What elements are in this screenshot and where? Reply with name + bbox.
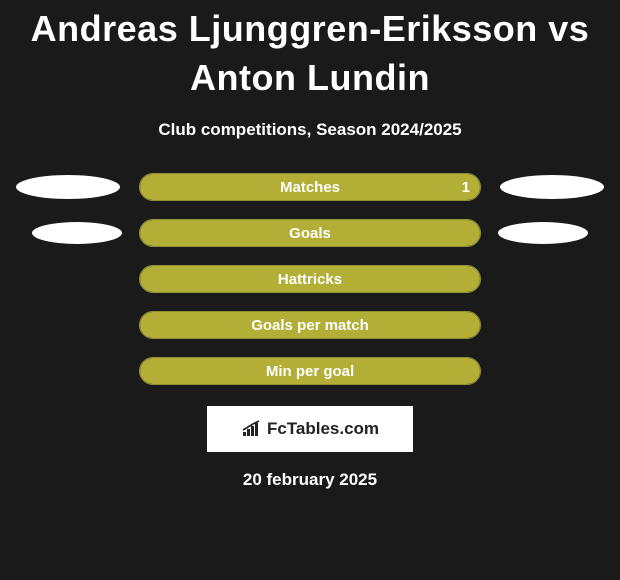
stat-row-matches: Matches 1 bbox=[10, 170, 610, 204]
bar-label: Goals bbox=[289, 225, 331, 242]
page-title: Andreas Ljunggren-Eriksson vs Anton Lund… bbox=[0, 5, 620, 102]
chart-icon bbox=[241, 420, 263, 438]
stat-row-goals-per-match: Goals per match bbox=[10, 308, 610, 342]
bar-value-right: 1 bbox=[462, 179, 470, 196]
bar-label: Matches bbox=[280, 179, 340, 196]
stat-row-hattricks: Hattricks bbox=[10, 262, 610, 296]
bar-label: Min per goal bbox=[266, 363, 354, 380]
stat-row-min-per-goal: Min per goal bbox=[10, 354, 610, 388]
comparison-card: Andreas Ljunggren-Eriksson vs Anton Lund… bbox=[0, 0, 620, 490]
logo-box: FcTables.com bbox=[207, 406, 413, 452]
logo-text: FcTables.com bbox=[267, 419, 379, 439]
bar-hattricks: Hattricks bbox=[139, 265, 481, 293]
stats-list: Matches 1 Goals Hattricks Goals per matc… bbox=[0, 170, 620, 388]
bar-label: Goals per match bbox=[251, 317, 369, 334]
subtitle: Club competitions, Season 2024/2025 bbox=[0, 120, 620, 140]
bar-label: Hattricks bbox=[278, 271, 342, 288]
bar-goals: Goals bbox=[139, 219, 481, 247]
date: 20 february 2025 bbox=[0, 470, 620, 490]
oval-left-matches bbox=[16, 175, 120, 199]
bar-matches: Matches 1 bbox=[139, 173, 481, 201]
oval-left-goals bbox=[32, 222, 122, 244]
bar-min-per-goal: Min per goal bbox=[139, 357, 481, 385]
oval-right-goals bbox=[498, 222, 588, 244]
stat-row-goals: Goals bbox=[10, 216, 610, 250]
oval-right-matches bbox=[500, 175, 604, 199]
bar-goals-per-match: Goals per match bbox=[139, 311, 481, 339]
